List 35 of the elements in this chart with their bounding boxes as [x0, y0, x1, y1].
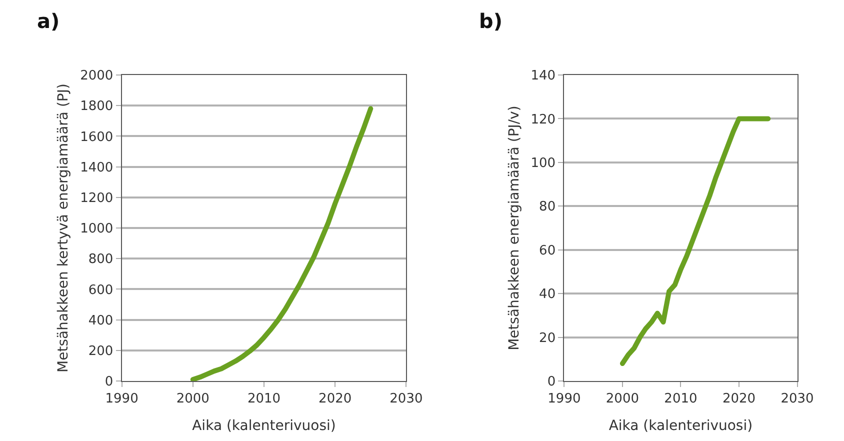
- y-tick-label: 60: [539, 243, 556, 258]
- x-tick-label: 2010: [247, 392, 281, 407]
- x-axis-title: Aika (kalenterivuosi): [608, 418, 753, 434]
- x-tick-label: 1990: [548, 392, 581, 407]
- chart-title: a): [37, 9, 60, 33]
- y-tick-label: 0: [104, 374, 114, 390]
- y-tick-label: 400: [88, 313, 114, 328]
- y-tick-label: 200: [88, 344, 114, 359]
- y-tick-label: 1400: [80, 160, 114, 176]
- chart-title: b): [479, 9, 502, 33]
- y-tick-label: 100: [530, 156, 556, 171]
- y-tick-label: 1800: [80, 99, 114, 114]
- y-axis-title: Metsähakkeen kertyvä energiamäärä (PJ): [56, 84, 72, 372]
- y-tick-label: 800: [88, 252, 114, 268]
- y-tick-label: 20: [539, 330, 556, 346]
- x-axis-title: Aika (kalenterivuosi): [192, 418, 336, 434]
- x-tick-label: 2020: [722, 392, 756, 407]
- y-tick-label: 80: [539, 200, 556, 215]
- x-tick-label: 2030: [780, 392, 814, 407]
- x-tick-label: 2010: [664, 392, 698, 407]
- y-tick-label: 1000: [80, 222, 114, 237]
- y-tick-label: 1600: [80, 130, 114, 145]
- y-tick-label: 1200: [80, 190, 114, 206]
- y-tick-label: 140: [530, 68, 556, 84]
- y-tick-label: 2000: [80, 68, 114, 84]
- x-tick-label: 2000: [606, 392, 640, 407]
- y-tick-label: 0: [547, 374, 556, 390]
- x-tick-label: 2030: [390, 392, 423, 407]
- y-tick-label: 40: [539, 287, 556, 302]
- y-tick-label: 120: [530, 112, 556, 128]
- y-axis-title: Metsähakkeen energiamäärä (PJ/v): [506, 106, 522, 350]
- x-tick-label: 2020: [318, 392, 352, 407]
- x-tick-label: 1990: [105, 392, 138, 407]
- x-tick-label: 2000: [176, 392, 210, 407]
- y-tick-label: 600: [88, 282, 114, 298]
